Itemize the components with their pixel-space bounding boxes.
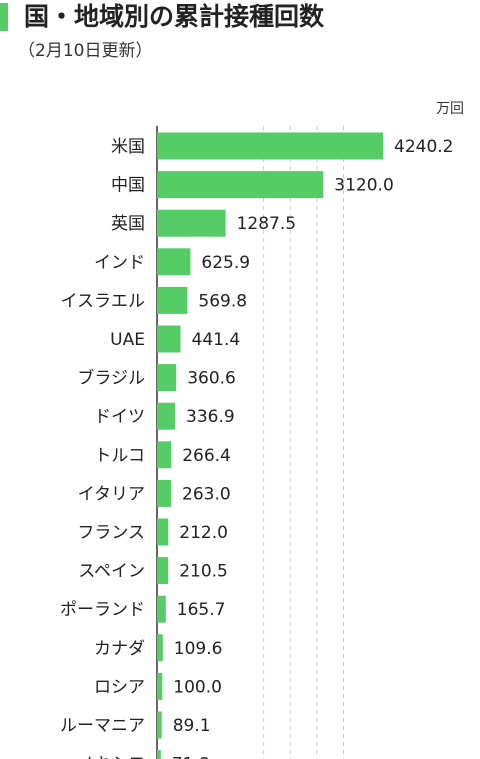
value-label-0: 4240.2 [394,137,453,157]
chart-title: 国・地域別の累計接種回数 [24,2,325,31]
category-label-7: ドイツ [94,407,145,427]
bar-9 [157,479,171,507]
bar-3 [157,248,191,276]
category-label-15: ルーマニア [60,716,145,736]
category-label-12: ポーランド [60,600,145,620]
value-label-14: 100.0 [173,677,222,697]
bar-row-15: ルーマニア 89.1 [60,711,211,739]
title-accent-bar [0,3,8,31]
value-label-4: 569.8 [198,291,247,311]
unit-label: 万回 [436,101,464,117]
bar-8 [157,441,172,469]
value-label-2: 1287.5 [237,214,296,234]
bar-16 [157,750,161,759]
category-label-14: ロシア [94,677,145,697]
bar-row-8: トルコ 266.4 [94,441,231,469]
category-label-3: インド [94,253,145,273]
bar-row-13: カナダ 109.6 [94,634,223,662]
value-label-5: 441.4 [192,330,241,350]
bar-row-0: 米国 4240.2 [111,132,453,160]
value-label-8: 266.4 [182,446,231,466]
value-label-12: 165.7 [177,600,226,620]
bar-row-6: ブラジル 360.6 [77,364,236,392]
value-label-3: 625.9 [201,253,250,273]
category-label-2: 英国 [111,214,145,234]
bar-row-10: フランス 212.0 [77,518,228,546]
bar-row-16: メキシコ 71.8 [77,750,210,759]
chart-subtitle: （2月10日更新） [18,41,153,61]
bar-row-12: ポーランド 165.7 [60,595,226,623]
bar-row-2: 英国 1287.5 [111,209,296,237]
value-label-11: 210.5 [179,562,228,582]
category-label-4: イスラエル [61,291,146,311]
category-label-9: イタリア [78,484,145,504]
value-label-9: 263.0 [182,484,231,504]
value-label-13: 109.6 [174,639,223,659]
bar-row-7: ドイツ 336.9 [94,402,235,430]
category-label-1: 中国 [111,176,145,196]
category-label-13: カナダ [94,639,145,659]
value-label-7: 336.9 [186,407,235,427]
category-label-10: フランス [77,523,145,543]
bar-row-4: イスラエル 569.8 [61,286,247,314]
value-label-10: 212.0 [179,523,228,543]
bar-12 [157,595,166,623]
category-label-5: UAE [110,330,145,350]
bar-row-9: イタリア 263.0 [78,479,231,507]
bar-row-14: ロシア 100.0 [94,672,222,700]
value-label-16: 71.8 [172,755,210,759]
value-label-1: 3120.0 [334,176,393,196]
category-label-16: メキシコ [77,755,145,759]
category-label-6: ブラジル [77,368,145,389]
bar-0 [157,132,383,160]
bar-row-1: 中国 3120.0 [111,171,394,199]
bar-7 [157,402,175,430]
bar-4 [157,286,188,314]
bar-5 [157,325,181,353]
bar-2 [157,209,226,237]
bar-row-3: インド 625.9 [94,248,250,276]
bar-row-5: UAE 441.4 [110,325,241,353]
value-label-6: 360.6 [187,369,236,389]
category-label-8: トルコ [94,446,145,466]
bar-10 [157,518,169,546]
bar-row-11: スペイン 210.5 [78,557,228,585]
bar-11 [157,557,169,585]
category-label-11: スペイン [78,562,145,582]
bar-13 [157,634,163,662]
bar-1 [157,171,324,199]
bar-6 [157,364,177,392]
bar-14 [157,672,163,700]
bar-15 [157,711,162,739]
category-label-0: 米国 [111,137,145,157]
value-label-15: 89.1 [173,716,211,736]
